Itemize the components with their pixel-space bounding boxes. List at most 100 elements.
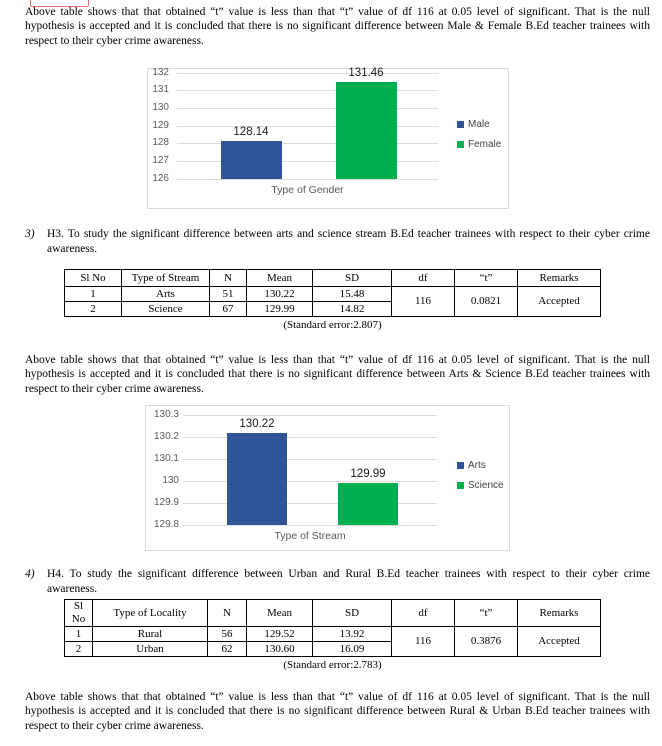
y-axis-tick-label: 131 [152, 84, 169, 96]
gridline [177, 161, 438, 163]
cell-mean: 129.99 [246, 301, 313, 318]
section-number: 4) [25, 568, 35, 581]
cell-t: 0.0821 [454, 286, 518, 318]
section-number: 3) [25, 228, 35, 241]
gridline [177, 125, 438, 127]
cell-slno: 2 [64, 641, 93, 658]
bar-value-label: 128.14 [233, 125, 269, 138]
legend-swatch [457, 141, 464, 149]
table-header-row: Sl No Type of Locality N Mean SD df “t” … [64, 599, 601, 628]
stream-table-wrap: Sl No Type of Stream N Mean SD df “t” Re… [64, 269, 601, 332]
col-header-df: df [391, 269, 455, 288]
cell-slno: 1 [64, 626, 93, 643]
bar-male [220, 140, 282, 179]
bar-value-label: 131.46 [348, 67, 384, 80]
col-header-df: df [391, 599, 455, 628]
cell-type: Science [121, 301, 210, 318]
gridline [183, 459, 437, 461]
col-header-n: N [207, 599, 247, 628]
bar-arts [227, 432, 287, 526]
standard-error-caption: (Standard error:2.783) [283, 659, 382, 672]
col-header-slno: Sl No [64, 269, 122, 288]
gridline [177, 90, 438, 92]
table-header-row: Sl No Type of Stream N Mean SD df “t” Re… [64, 269, 601, 288]
col-header-t: “t” [454, 269, 518, 288]
col-header-t: “t” [454, 599, 518, 628]
table-row: 2 Science 67 129.99 14.82 [64, 301, 601, 318]
legend-label: Science [468, 480, 504, 492]
bar-science [338, 483, 398, 526]
col-header-remarks: Remarks [517, 269, 601, 288]
col-header-mean: Mean [246, 269, 313, 288]
cell-type: Arts [121, 286, 210, 303]
cell-sd: 15.48 [312, 286, 392, 303]
section-h4: 4) H4. To study the significant differen… [0, 567, 662, 596]
y-axis-tick-label: 129 [152, 119, 169, 131]
stream-bar-chart: 130.3 130.2 130.1 130 129.9 129.8 130.22 129.99… [145, 405, 510, 552]
standard-error-caption: (Standard error:2.807) [283, 319, 382, 332]
cell-sd: 14.82 [312, 301, 392, 318]
cell-n: 67 [209, 301, 247, 318]
legend-swatch [457, 121, 464, 129]
cell-remarks: Accepted [517, 626, 601, 658]
y-axis-tick-label: 126 [152, 172, 169, 184]
y-axis-tick-label: 130.2 [153, 431, 179, 443]
col-header-sd: SD [312, 599, 392, 628]
legend-label: Female [468, 139, 502, 151]
bar-value-label: 129.99 [350, 468, 386, 481]
col-header-type: Type of Locality [92, 599, 208, 628]
cell-slno: 1 [64, 286, 122, 303]
bar-female [335, 82, 397, 179]
y-axis-tick-label: 130.1 [153, 453, 179, 465]
y-axis-tick-label: 127 [152, 155, 169, 167]
y-axis-tick-label: 130.3 [153, 409, 179, 421]
gridline [183, 415, 437, 417]
paragraph-locality-conclusion: Above table shows that that obtained “t”… [25, 691, 650, 732]
cell-n: 56 [207, 626, 247, 643]
cell-mean: 130.22 [246, 286, 313, 303]
y-axis-tick-label: 130 [162, 475, 179, 487]
col-header-n: N [209, 269, 247, 288]
col-header-slno: Sl No [64, 599, 93, 628]
locality-table-wrap: Sl No Type of Locality N Mean SD df “t” … [64, 599, 601, 672]
cell-mean: 129.52 [246, 626, 313, 643]
stream-stat-table: Sl No Type of Stream N Mean SD df “t” Re… [64, 269, 601, 318]
cell-mean: 130.60 [246, 641, 313, 658]
cell-sd: 13.92 [312, 626, 392, 643]
y-axis-tick-label: 132 [152, 66, 169, 78]
paragraph-stream-conclusion: Above table shows that that obtained “t”… [25, 354, 650, 395]
cell-df: 116 [391, 286, 455, 318]
cell-t: 0.3876 [454, 626, 518, 658]
legend-label: Arts [468, 460, 486, 472]
gridline [183, 437, 437, 439]
section-h3-text: H3. To study the significant difference … [47, 228, 650, 255]
y-axis-tick-label: 130 [152, 102, 169, 114]
legend-swatch [457, 462, 464, 470]
gridline [183, 481, 437, 483]
cell-df: 116 [391, 626, 455, 658]
gridline [177, 72, 438, 74]
table-row: 1 Rural 56 129.52 13.92 116 0.3876 Accep… [64, 626, 601, 658]
x-axis-title: Type of Gender [271, 184, 344, 197]
y-axis-tick-label: 128 [152, 137, 169, 149]
bar-value-label: 130.22 [239, 417, 275, 430]
legend-swatch [457, 482, 464, 490]
cell-sd: 16.09 [312, 641, 392, 658]
section-h4-text: H4. To study the significant difference … [47, 568, 650, 595]
cell-slno: 2 [64, 301, 122, 318]
gridline [183, 525, 437, 527]
gridline [177, 178, 438, 180]
paragraph-gender-conclusion: Above table shows that that obtained “t”… [25, 6, 650, 47]
cell-type: Rural [92, 626, 208, 643]
locality-stat-table: Sl No Type of Locality N Mean SD df “t” … [64, 599, 601, 658]
x-axis-title: Type of Stream [274, 530, 346, 543]
y-axis-tick-label: 129.9 [153, 497, 179, 509]
col-header-type: Type of Stream [121, 269, 210, 288]
cell-type: Urban [92, 641, 208, 658]
page-edge-artifact [30, 0, 89, 7]
y-axis-tick-label: 129.8 [153, 519, 179, 531]
gridline [183, 503, 437, 505]
col-header-sd: SD [312, 269, 392, 288]
section-h3: 3) H3. To study the significant differen… [0, 227, 662, 256]
